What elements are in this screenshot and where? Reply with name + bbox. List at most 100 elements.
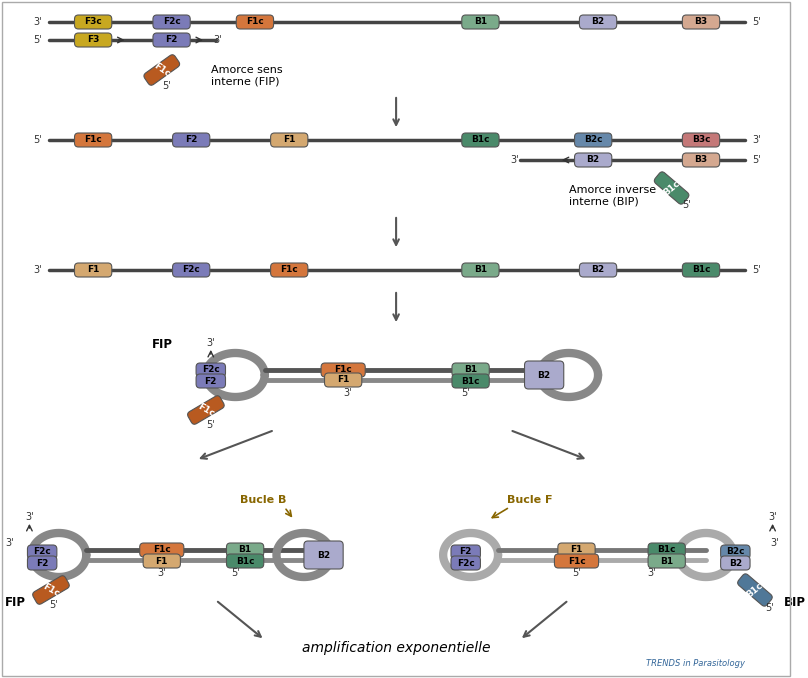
Text: 5': 5' [231,568,240,578]
Text: B2: B2 [591,18,604,26]
Text: B1c: B1c [658,546,676,555]
Text: 3': 3' [158,568,166,578]
FancyBboxPatch shape [304,541,343,569]
FancyBboxPatch shape [271,263,308,277]
Text: 5': 5' [49,600,58,610]
Text: F2: F2 [460,548,472,557]
Text: B3: B3 [694,18,708,26]
FancyBboxPatch shape [451,556,481,570]
Text: 3': 3' [648,568,656,578]
Text: B3: B3 [694,155,708,165]
FancyBboxPatch shape [558,543,595,557]
FancyBboxPatch shape [452,374,489,388]
Text: F1: F1 [87,266,99,275]
Text: B1: B1 [660,557,673,565]
Text: 3': 3' [207,338,215,348]
Text: B1c: B1c [692,266,710,275]
FancyBboxPatch shape [451,545,481,559]
Text: B1: B1 [473,18,487,26]
FancyBboxPatch shape [683,15,720,29]
Text: B1c: B1c [236,557,255,565]
Text: F1c: F1c [84,136,102,144]
FancyBboxPatch shape [32,576,69,604]
Text: Bucle B: Bucle B [239,495,286,505]
FancyBboxPatch shape [173,133,210,147]
FancyBboxPatch shape [574,153,612,167]
Text: F2c: F2c [162,18,180,26]
Text: F2: F2 [204,376,217,386]
Text: B1c: B1c [461,376,480,386]
FancyBboxPatch shape [321,363,365,377]
Text: 3': 3' [33,265,41,275]
Text: B1c: B1c [662,178,682,197]
Text: 5': 5' [206,420,215,430]
Text: 5': 5' [752,265,761,275]
Text: F1c: F1c [152,61,171,79]
Text: B2: B2 [591,266,604,275]
Text: F1c: F1c [280,266,298,275]
Text: F1c: F1c [335,365,352,374]
Text: F2c: F2c [183,266,200,275]
FancyBboxPatch shape [738,574,772,606]
Text: F1: F1 [156,557,168,565]
Text: B1c: B1c [745,580,765,599]
Text: 5': 5' [33,135,42,145]
Text: BIP: BIP [785,597,806,610]
FancyBboxPatch shape [27,556,57,570]
FancyBboxPatch shape [27,545,57,559]
Text: F1: F1 [570,546,583,555]
FancyBboxPatch shape [462,133,499,147]
Text: B2: B2 [317,551,330,559]
FancyBboxPatch shape [153,15,190,29]
Text: 3': 3' [511,155,519,165]
Text: B2: B2 [587,155,600,165]
FancyBboxPatch shape [579,15,617,29]
FancyBboxPatch shape [452,363,489,377]
Text: F2: F2 [185,136,197,144]
Text: F2c: F2c [202,365,220,374]
Text: B2c: B2c [726,548,745,557]
Text: 5': 5' [33,35,42,45]
Text: B1: B1 [464,365,478,374]
FancyBboxPatch shape [648,543,685,557]
Text: 5': 5' [682,200,691,210]
Text: F1c: F1c [153,546,170,555]
FancyBboxPatch shape [143,554,180,568]
FancyBboxPatch shape [226,554,263,568]
Text: 3': 3' [768,512,777,522]
FancyBboxPatch shape [574,133,612,147]
FancyBboxPatch shape [721,556,750,570]
FancyBboxPatch shape [524,361,564,389]
Text: 3': 3' [343,388,352,398]
FancyBboxPatch shape [226,543,263,557]
Text: F2c: F2c [457,559,474,567]
FancyBboxPatch shape [554,554,599,568]
FancyBboxPatch shape [74,15,112,29]
Text: F1: F1 [337,376,349,384]
Text: F1c: F1c [196,401,216,418]
Text: F1c: F1c [41,582,61,598]
Text: 5': 5' [765,603,774,613]
Text: F2: F2 [36,559,48,567]
FancyBboxPatch shape [579,263,617,277]
FancyBboxPatch shape [144,55,179,85]
FancyBboxPatch shape [196,374,225,388]
Text: F1c: F1c [568,557,585,565]
Text: F2c: F2c [33,548,51,557]
Text: 5': 5' [752,17,761,27]
FancyBboxPatch shape [683,133,720,147]
Text: FIP: FIP [152,338,173,351]
Text: B3c: B3c [692,136,710,144]
Text: B2c: B2c [584,136,603,144]
Text: Amorce sens
interne (FIP): Amorce sens interne (FIP) [211,65,283,87]
FancyBboxPatch shape [173,263,210,277]
Text: F1: F1 [283,136,296,144]
Text: F3c: F3c [84,18,102,26]
FancyBboxPatch shape [236,15,274,29]
FancyBboxPatch shape [654,172,689,204]
FancyBboxPatch shape [683,263,720,277]
Text: 5': 5' [752,155,761,165]
Text: 3': 3' [33,17,41,27]
Text: B2: B2 [537,370,551,380]
Text: B2: B2 [729,559,742,567]
